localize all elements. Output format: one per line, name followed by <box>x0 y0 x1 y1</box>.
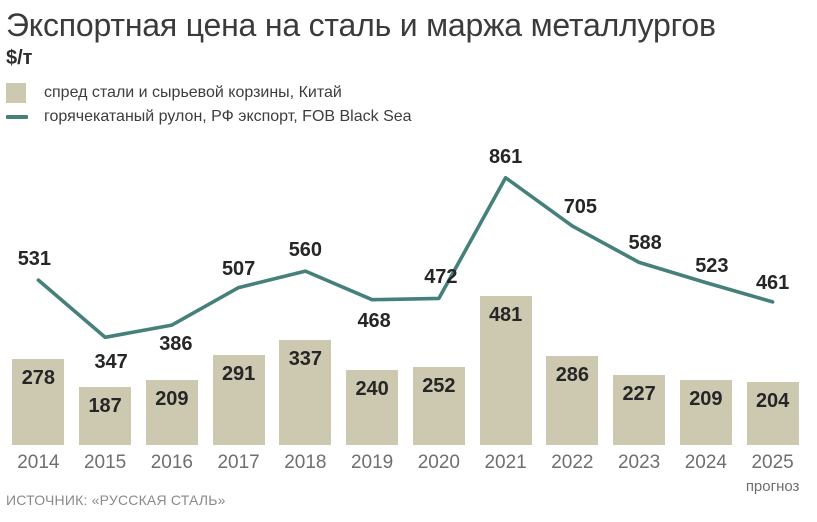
x-axis-tick-2018: 2018 <box>284 452 327 473</box>
bar-2019 <box>346 370 399 445</box>
bar-value-label-2025: 204 <box>755 389 790 412</box>
bar-2025 <box>746 381 799 445</box>
bar-value-label-2019: 240 <box>355 378 389 401</box>
line-value-label-2016: 386 <box>159 333 193 356</box>
bar-2016 <box>145 380 198 445</box>
bar-value-label-2022: 286 <box>555 364 590 387</box>
bar-2023 <box>613 374 666 445</box>
x-axis-tick-2025: 2025 <box>751 452 794 473</box>
line-value-label-2023: 588 <box>628 232 662 255</box>
line-value-label-2018: 560 <box>288 239 323 262</box>
x-axis-tick-2020: 2020 <box>417 452 461 473</box>
x-axis-tick-2019: 2019 <box>350 452 394 473</box>
x-axis-tick-2021: 2021 <box>484 452 527 473</box>
x-axis-tick-2016: 2016 <box>150 452 194 473</box>
legend-item-label: спред стали и сырьевой корзины, Китай <box>44 83 342 101</box>
bar-2014 <box>12 358 65 445</box>
bar-2017 <box>212 354 265 445</box>
bar-value-label-2020: 252 <box>422 374 456 397</box>
legend-line-swatch-icon <box>6 114 32 119</box>
bar-2020 <box>412 366 465 445</box>
line-series-path <box>36 175 775 340</box>
line-value-label-2025: 461 <box>755 271 790 294</box>
line-value-label-2022: 705 <box>563 196 598 219</box>
bar-value-label-2024: 209 <box>689 388 723 411</box>
x-axis-tick-2014: 2014 <box>17 452 60 473</box>
legend-item-line-series: горячекатаный рулон, РФ экспорт, FOB Bla… <box>6 106 606 127</box>
x-axis-tick-2023: 2023 <box>617 452 661 473</box>
legend-bar-swatch-icon <box>6 82 32 103</box>
line-value-label-2017: 507 <box>221 257 256 280</box>
bar-value-label-2023: 227 <box>622 382 656 405</box>
bar-value-label-2021: 481 <box>488 303 523 326</box>
page-title: Экспортная цена на сталь и маржа металлу… <box>6 7 716 43</box>
line-value-label-2014: 531 <box>17 248 52 271</box>
x-axis-tick-2017: 2017 <box>217 452 260 473</box>
bar-2024 <box>679 380 732 445</box>
bar-2018 <box>279 340 332 445</box>
source-note: ИСТОЧНИК: «РУССКАЯ СТАЛЬ» <box>6 492 226 508</box>
chart-legend: спред стали и сырьевой корзины, Китай го… <box>6 82 606 130</box>
bar-2021 <box>479 295 532 445</box>
bar-2022 <box>546 356 599 445</box>
x-axis-tick-2024: 2024 <box>684 452 728 473</box>
legend-item-label: горячекатаный рулон, РФ экспорт, FOB Bla… <box>44 107 412 125</box>
y-axis-unit-label: $/т <box>6 47 33 69</box>
bar-2015 <box>79 386 132 445</box>
bar-value-label-2016: 209 <box>155 388 189 411</box>
line-value-label-2015: 347 <box>94 351 128 374</box>
bar-value-label-2014: 278 <box>21 366 56 389</box>
line-value-label-2019: 468 <box>357 309 391 332</box>
line-value-label-2021: 861 <box>488 145 523 168</box>
x-axis-tick-2022: 2022 <box>551 452 594 473</box>
x-axis-tick-2015: 2015 <box>83 452 127 473</box>
bar-value-label-2017: 291 <box>221 362 256 385</box>
legend-item-bar-series: спред стали и сырьевой корзины, Китай <box>6 82 606 103</box>
bar-value-label-2015: 187 <box>88 394 122 417</box>
line-value-label-2024: 523 <box>695 254 729 277</box>
bar-value-label-2018: 337 <box>288 348 323 371</box>
line-value-label-2020: 472 <box>424 266 458 289</box>
forecast-note: прогноз <box>745 478 800 495</box>
